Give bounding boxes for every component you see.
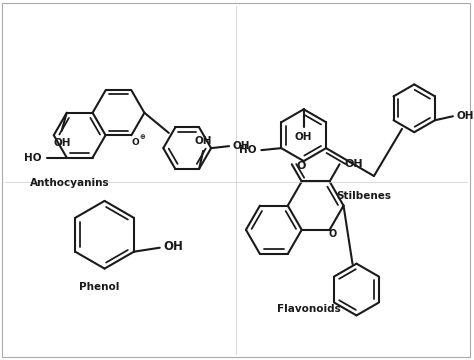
Text: HO: HO	[239, 145, 256, 155]
Text: O: O	[329, 229, 337, 239]
Text: OH: OH	[54, 138, 72, 148]
Text: OH: OH	[232, 141, 250, 151]
Text: Anthocyanins: Anthocyanins	[30, 178, 109, 188]
Text: O: O	[296, 161, 305, 171]
Text: O: O	[132, 138, 139, 147]
Text: HO: HO	[24, 153, 42, 163]
Text: OH: OH	[295, 132, 312, 142]
Text: Flavonoids: Flavonoids	[277, 305, 340, 314]
Text: Phenol: Phenol	[79, 282, 120, 292]
Text: OH: OH	[164, 240, 183, 253]
Text: Stilbenes: Stilbenes	[336, 191, 391, 201]
Text: OH: OH	[194, 136, 212, 146]
Text: OH: OH	[344, 159, 363, 169]
Text: ⊕: ⊕	[139, 134, 146, 140]
Text: OH: OH	[456, 111, 474, 121]
